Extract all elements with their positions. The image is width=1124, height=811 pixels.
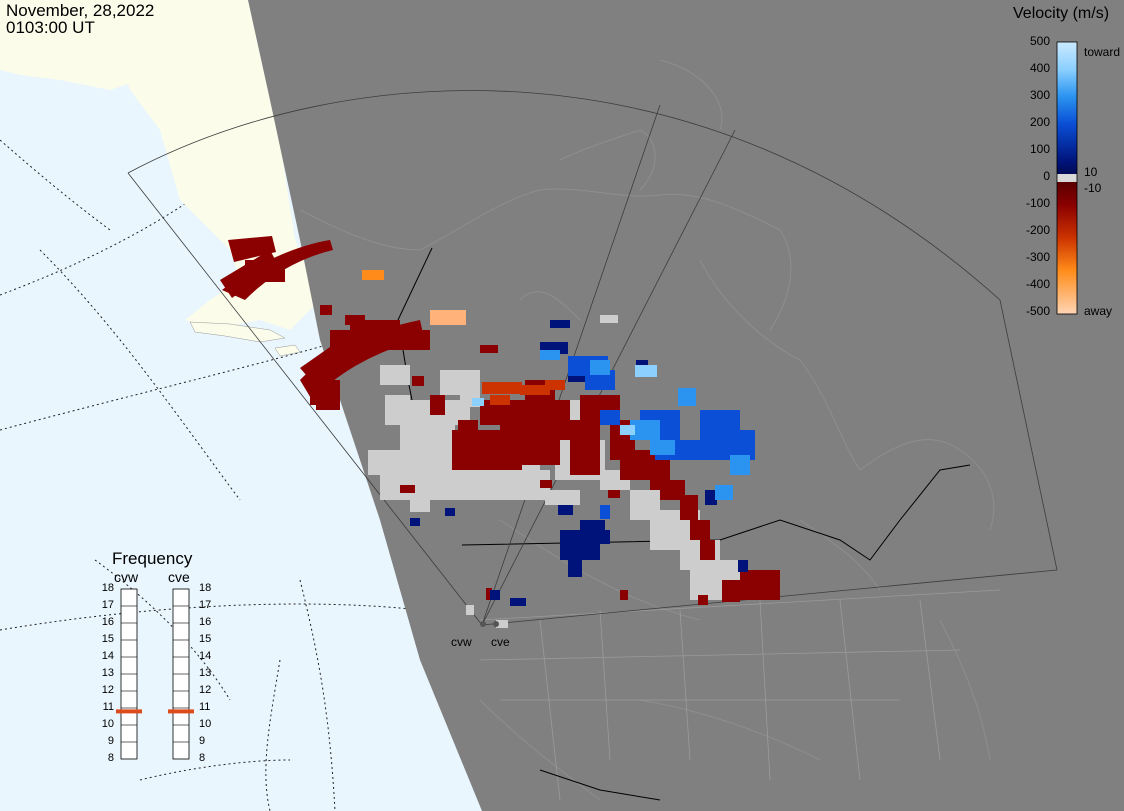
velocity-legend-title: Velocity (m/s) [1013, 5, 1110, 22]
frequency-tick-label: 15 [101, 633, 114, 645]
frequency-bar-gridlines [121, 605, 189, 743]
site-label-cve: cve [491, 635, 510, 649]
frequency-tick-label: 8 [199, 752, 206, 764]
radar-site-icon[interactable] [480, 621, 486, 627]
site-label-cvw: cvw [451, 635, 472, 649]
velocity-scale-label: 0 [1043, 169, 1050, 183]
velocity-scale-label: 500 [1029, 34, 1050, 48]
velocity-scale-label: 300 [1029, 88, 1050, 102]
island [274, 344, 301, 357]
frequency-tick-label: 10 [101, 718, 114, 730]
velocity-scale-label: -200 [1025, 223, 1050, 237]
toward-label: toward [1084, 45, 1121, 59]
coastlines [299, 59, 995, 801]
frequency-radar-label-cvw: cvw [114, 569, 139, 585]
frequency-tick-label: 17 [199, 599, 212, 611]
velocity-away-fast-cells [362, 270, 384, 280]
aleutian-island [189, 321, 286, 343]
frequency-tick-label: 13 [199, 667, 212, 679]
frequency-tick-label: 10 [199, 718, 212, 730]
frequency-tick-label: 18 [199, 582, 212, 594]
frequency-tick-label: 14 [199, 650, 212, 662]
frequency-tick-label: 15 [199, 633, 212, 645]
velocity-toward-fast-cells [540, 350, 750, 500]
velocity-scale-label: -500 [1025, 304, 1050, 318]
velocity-colorbar [1056, 41, 1078, 315]
velocity-toward-max-cells [472, 365, 657, 435]
frequency-tick-label: 11 [102, 701, 114, 713]
state-borders [479, 589, 1001, 801]
frequency-tick-label: 18 [101, 582, 114, 594]
frequency-tick-label: 16 [101, 616, 114, 628]
frequency-tick-label: 9 [107, 735, 114, 747]
threshold-negative-label: -10 [1084, 181, 1102, 195]
frequency-tick-label: 14 [101, 650, 114, 662]
velocity-scale-label: -100 [1025, 196, 1050, 210]
frequency-marker-cvw [116, 709, 142, 714]
radar-site-icon[interactable] [493, 621, 499, 627]
velocity-scale-label: -300 [1025, 250, 1050, 264]
velocity-scale-label: 200 [1029, 115, 1050, 129]
frequency-tick-label: 13 [101, 667, 114, 679]
velocity-scale-label: 400 [1029, 61, 1050, 75]
date-label: November, 28,2022 [6, 1, 155, 20]
velocity-scale-label: -400 [1025, 277, 1050, 291]
velocity-away-medium-cells [482, 380, 565, 405]
frequency-tick-label: 16 [199, 616, 212, 628]
frequency-title: Frequency [112, 549, 193, 568]
frequency-tick-label: 9 [199, 735, 206, 747]
frequency-radar-label-cve: cve [168, 569, 190, 585]
frequency-tick-label: 8 [107, 752, 114, 764]
velocity-away-cells [220, 236, 780, 605]
velocity-away-max-cells [430, 310, 466, 325]
threshold-positive-label: 10 [1084, 165, 1098, 179]
frequency-tick-label: 11 [199, 701, 211, 713]
velocity-scale-label: 100 [1029, 142, 1050, 156]
frequency-tick-label: 12 [199, 684, 212, 696]
time-label: 0103:00 UT [6, 18, 95, 37]
frequency-tick-label: 12 [101, 684, 114, 696]
day-land-coast [0, 40, 140, 90]
frequency-tick-label: 17 [101, 599, 114, 611]
frequency-marker-cve [168, 709, 194, 714]
away-label: away [1084, 304, 1113, 318]
